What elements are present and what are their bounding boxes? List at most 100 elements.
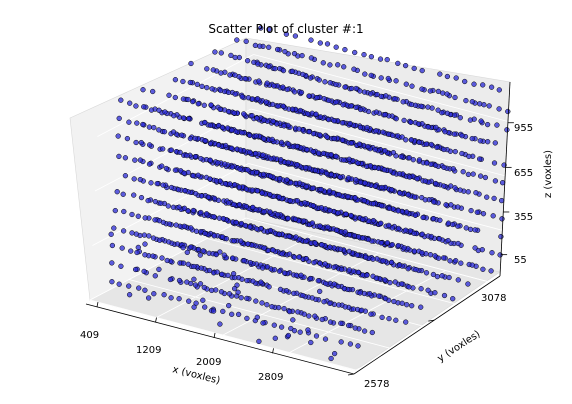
data-point [441,164,447,171]
data-point [165,203,171,209]
data-point [152,198,159,205]
data-point [270,101,276,108]
data-point [237,147,244,153]
data-point [259,265,266,271]
data-point [379,314,385,321]
chart-title: Scatter Plot of cluster #:1 [208,22,363,36]
data-point [216,122,222,129]
data-point [422,178,429,184]
data-point [368,311,374,317]
data-point [131,192,137,198]
data-point [126,119,132,125]
data-point [444,110,451,116]
data-point [260,171,267,178]
data-point [188,60,194,67]
data-point [399,300,405,306]
data-point [219,271,225,277]
data-point [156,127,162,133]
x-tick-label: 1209 [136,345,161,356]
data-point [167,276,174,283]
data-point [331,118,337,124]
data-point [386,205,393,212]
x-tick [155,317,157,323]
data-point [322,336,329,342]
data-point [455,240,461,247]
data-point [301,311,307,317]
data-point [340,102,346,108]
data-point [391,298,397,305]
data-point [229,127,235,133]
data-point [195,172,201,178]
data-point [409,83,415,89]
data-point [293,234,299,240]
data-point [345,175,352,181]
data-point [292,216,299,222]
data-point [211,233,217,239]
data-point [287,198,293,204]
data-point [184,279,190,285]
data-point [191,304,197,310]
data-point [275,211,281,218]
data-point [347,120,353,127]
gridline [92,163,249,246]
data-point [412,212,419,218]
data-point [224,125,231,131]
data-point [327,319,334,325]
data-point [192,282,199,288]
data-point [361,89,368,95]
data-point [408,137,414,143]
data-point [404,302,410,308]
data-point [317,132,323,138]
data-point [194,81,200,88]
data-point [275,103,281,109]
data-point [202,119,208,126]
data-point [303,256,310,262]
data-point [476,156,483,162]
data-point [367,91,374,97]
data-point [232,91,238,97]
data-point [291,50,298,57]
data-point [469,99,475,105]
data-point [118,263,124,269]
data-point [204,66,210,72]
data-point [245,167,251,173]
data-point [118,97,124,103]
data-point [296,180,303,186]
gridline [99,0,257,83]
data-point [294,198,301,204]
data-point [413,266,419,273]
data-point [453,258,459,264]
data-point [283,288,290,294]
data-point [280,67,287,74]
data-point [261,117,267,123]
data-point [195,246,202,253]
data-point [365,236,372,243]
data-point [322,261,328,267]
data-point [249,113,255,119]
data-point [190,173,196,179]
data-point [335,62,341,68]
data-point [360,216,366,223]
data-point [279,251,285,257]
data-point [348,103,354,109]
data-point [198,209,204,216]
data-point [303,183,309,190]
data-point [257,43,263,49]
data-point [335,210,341,216]
data-point [238,238,244,244]
data-point [162,109,168,115]
data-point [136,285,142,291]
data-point [215,142,222,148]
data-point [294,143,300,150]
data-point [185,96,191,103]
data-point [312,240,318,246]
data-point [445,237,451,244]
data-point [282,48,288,55]
data-point [324,134,330,140]
data-point [283,31,290,37]
data-point [243,186,250,192]
data-point [328,171,335,178]
data-point [326,188,333,194]
data-point [390,149,397,156]
data-point [471,81,477,87]
